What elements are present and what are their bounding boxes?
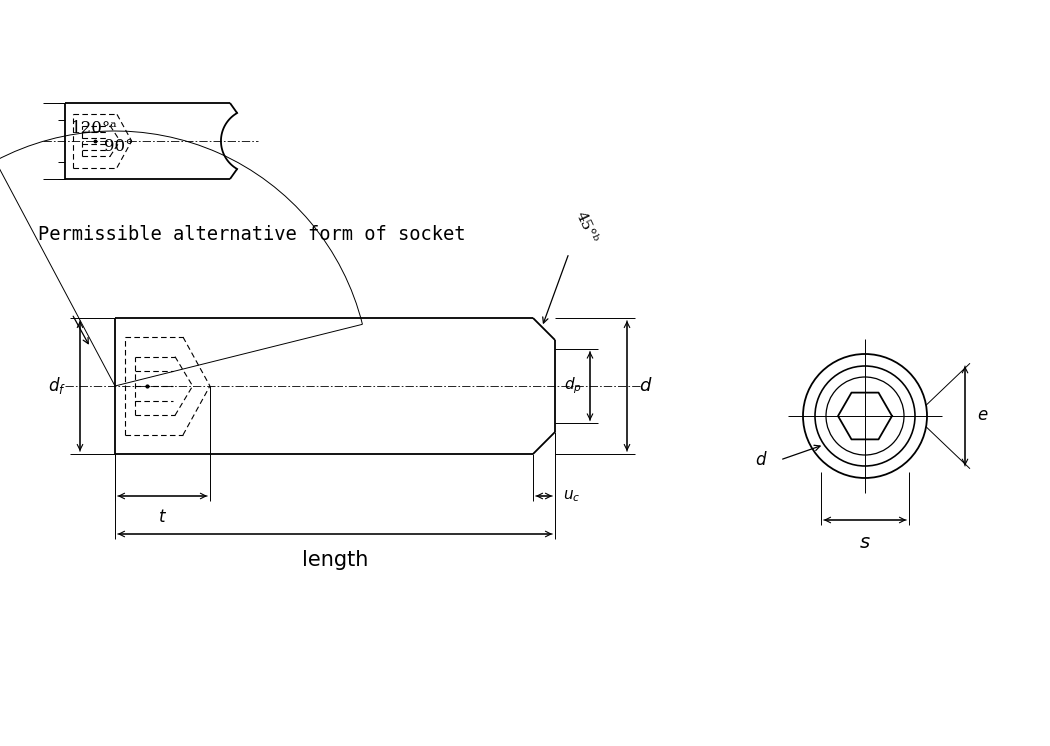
Text: Permissible alternative form of socket: Permissible alternative form of socket xyxy=(38,225,465,243)
Text: $d_p$: $d_p$ xyxy=(564,376,582,396)
Text: $d$: $d$ xyxy=(755,451,768,469)
Text: $u_c$: $u_c$ xyxy=(563,488,581,504)
Text: 45°ᵇ: 45°ᵇ xyxy=(573,209,600,245)
Text: $d$: $d$ xyxy=(639,377,652,395)
Text: 120°ᵃ: 120°ᵃ xyxy=(71,119,118,137)
Text: $d_f$: $d_f$ xyxy=(48,375,66,397)
Text: $t$: $t$ xyxy=(158,509,167,526)
Text: $s$: $s$ xyxy=(859,534,870,552)
Text: length: length xyxy=(301,550,369,570)
Text: $e$: $e$ xyxy=(976,407,988,424)
Text: 90°: 90° xyxy=(104,139,133,155)
